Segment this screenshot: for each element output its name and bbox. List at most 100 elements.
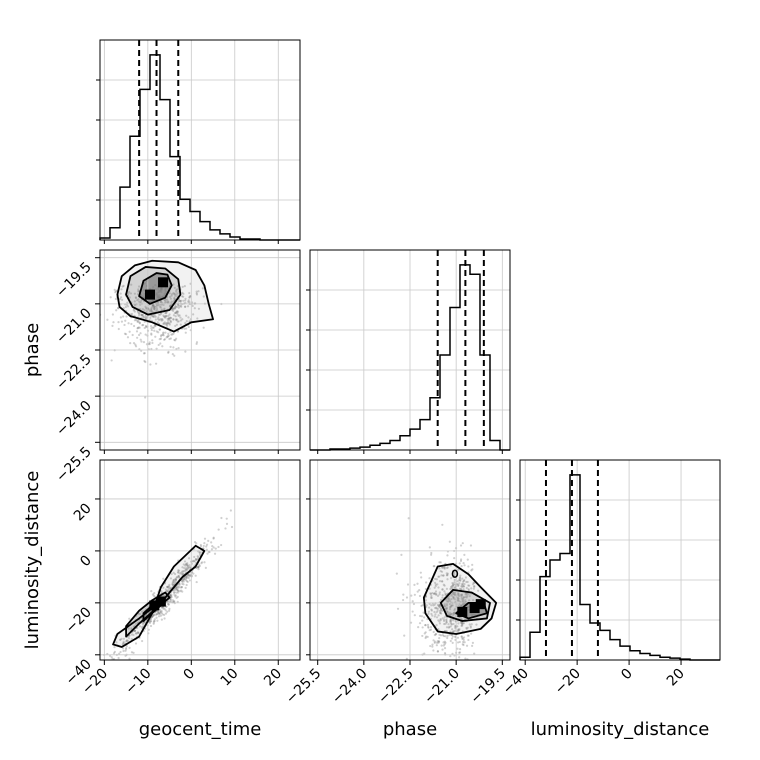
scatter-point bbox=[465, 626, 468, 630]
scatter-point bbox=[447, 626, 450, 629]
scatter-point bbox=[435, 611, 438, 614]
scatter-point bbox=[152, 622, 155, 625]
scatter-point bbox=[167, 317, 170, 320]
scatter-point bbox=[136, 326, 139, 330]
scatter-point bbox=[187, 566, 190, 570]
scatter-point bbox=[460, 583, 463, 586]
scatter-point bbox=[434, 585, 437, 588]
scatter-point bbox=[185, 583, 188, 587]
scatter-point bbox=[178, 314, 181, 317]
scatter-point bbox=[129, 292, 132, 295]
scatter-point bbox=[159, 288, 162, 292]
scatter-point bbox=[187, 576, 190, 580]
y-tick-label-phase-2: −22.5 bbox=[53, 352, 95, 394]
scatter-point bbox=[124, 305, 128, 309]
scatter-point bbox=[160, 318, 163, 321]
scatter-point bbox=[150, 309, 153, 312]
scatter-point bbox=[164, 323, 167, 326]
scatter-point bbox=[166, 585, 169, 589]
scatter-point bbox=[134, 296, 138, 300]
scatter-point bbox=[165, 323, 169, 326]
scatter-point bbox=[458, 665, 460, 667]
scatter-point bbox=[196, 555, 199, 558]
scatter-point bbox=[204, 566, 207, 569]
scatter-point bbox=[134, 345, 138, 348]
scatter-point bbox=[437, 604, 440, 607]
density-peak-1-0 bbox=[149, 600, 160, 611]
scatter-point bbox=[163, 338, 167, 341]
scatter-point bbox=[194, 557, 198, 561]
scatter-point bbox=[113, 288, 116, 291]
scatter-point bbox=[429, 592, 432, 595]
scatter-point bbox=[170, 595, 173, 598]
scatter-point bbox=[197, 556, 200, 559]
scatter-point bbox=[184, 586, 187, 590]
scatter-point bbox=[440, 609, 443, 612]
scatter-point bbox=[445, 599, 448, 602]
scatter-point bbox=[169, 330, 172, 333]
scatter-point bbox=[178, 572, 181, 575]
scatter-point bbox=[169, 316, 173, 320]
scatter-point bbox=[152, 306, 155, 309]
scatter-point bbox=[444, 592, 447, 595]
scatter-point bbox=[130, 283, 133, 286]
scatter-point bbox=[460, 585, 463, 588]
scatter-point bbox=[133, 629, 136, 633]
scatter-point bbox=[157, 304, 160, 307]
scatter-point bbox=[172, 579, 175, 582]
scatter-point bbox=[456, 568, 460, 571]
scatter-point bbox=[457, 584, 460, 588]
scatter-point bbox=[165, 605, 168, 608]
scatter-point bbox=[187, 573, 190, 576]
scatter-point bbox=[432, 639, 435, 642]
scatter-point bbox=[186, 564, 189, 568]
scatter-point bbox=[155, 305, 158, 308]
scatter-point bbox=[182, 578, 185, 581]
scatter-point bbox=[445, 566, 448, 570]
scatter-point bbox=[451, 604, 454, 607]
scatter-point bbox=[157, 316, 160, 319]
scatter-point bbox=[148, 341, 151, 344]
scatter-point bbox=[194, 574, 197, 577]
scatter-point bbox=[458, 651, 462, 654]
scatter-point bbox=[185, 320, 188, 323]
scatter-point bbox=[109, 664, 111, 666]
scatter-point bbox=[149, 324, 153, 328]
scatter-point bbox=[185, 327, 188, 330]
scatter-point bbox=[443, 584, 446, 587]
scatter-point bbox=[452, 584, 455, 587]
scatter-point bbox=[115, 641, 118, 644]
scatter-point bbox=[176, 318, 179, 321]
scatter-point bbox=[184, 305, 187, 308]
scatter-point bbox=[434, 606, 437, 610]
scatter-point bbox=[159, 610, 162, 613]
scatter-point bbox=[175, 318, 178, 321]
scatter-point bbox=[465, 627, 468, 630]
scatter-point bbox=[177, 304, 180, 307]
scatter-point bbox=[142, 352, 146, 355]
scatter-point bbox=[460, 617, 463, 620]
scatter-point bbox=[141, 610, 144, 613]
scatter-point bbox=[184, 568, 188, 571]
scatter-point bbox=[160, 287, 163, 290]
scatter-point bbox=[448, 633, 451, 636]
scatter-point bbox=[144, 314, 147, 318]
scatter-point bbox=[166, 298, 169, 301]
scatter-point bbox=[213, 552, 217, 555]
scatter-point bbox=[439, 619, 442, 622]
scatter-point bbox=[439, 618, 442, 621]
scatter-point bbox=[150, 327, 153, 330]
scatter-point bbox=[462, 638, 465, 642]
scatter-point bbox=[433, 641, 436, 644]
scatter-point bbox=[110, 656, 113, 659]
scatter-point bbox=[424, 624, 427, 627]
scatter-point bbox=[177, 589, 180, 593]
scatter-point bbox=[429, 592, 432, 596]
scatter-point bbox=[470, 632, 473, 635]
contour-line-0-1 bbox=[125, 266, 182, 316]
scatter-point bbox=[160, 606, 164, 609]
scatter-point bbox=[157, 318, 161, 322]
scatter-point bbox=[151, 315, 154, 318]
scatter-point bbox=[163, 607, 166, 610]
scatter-point bbox=[459, 559, 463, 563]
